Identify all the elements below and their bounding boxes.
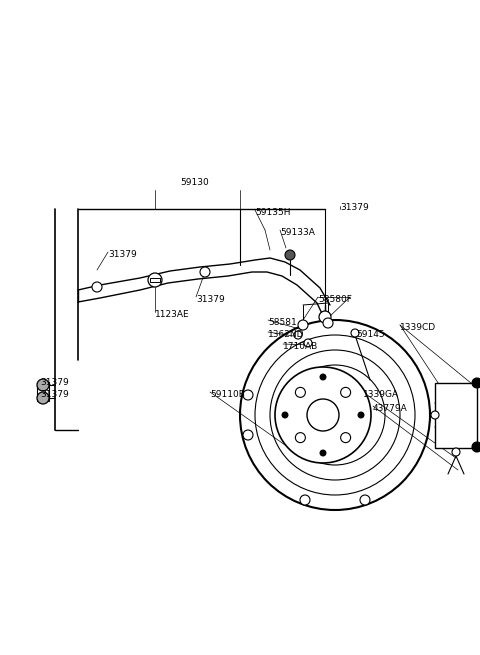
Circle shape	[323, 318, 333, 328]
Text: 31379: 31379	[108, 250, 137, 259]
Circle shape	[358, 412, 364, 418]
Circle shape	[319, 311, 331, 323]
Bar	[37, 382, 49, 401]
Circle shape	[285, 250, 295, 260]
Circle shape	[37, 379, 49, 391]
Circle shape	[240, 320, 430, 510]
Circle shape	[92, 282, 102, 292]
Circle shape	[275, 367, 371, 463]
Text: 1362ND: 1362ND	[268, 330, 304, 339]
Text: 1339CD: 1339CD	[400, 323, 436, 332]
Text: 59133A: 59133A	[280, 228, 315, 237]
Circle shape	[452, 448, 460, 456]
Text: 59145: 59145	[356, 330, 384, 339]
Text: 31379: 31379	[40, 378, 69, 387]
Circle shape	[37, 392, 49, 404]
Text: 59110B: 59110B	[210, 390, 245, 399]
Text: 43779A: 43779A	[373, 404, 408, 413]
Circle shape	[472, 378, 480, 388]
Text: 58581: 58581	[268, 318, 297, 327]
Circle shape	[351, 329, 359, 337]
Bar	[435, 383, 477, 448]
Text: 1123AE: 1123AE	[155, 310, 190, 319]
Circle shape	[200, 267, 210, 277]
Text: 59135H: 59135H	[255, 208, 290, 217]
Text: 1710AB: 1710AB	[283, 342, 318, 351]
Circle shape	[148, 273, 162, 287]
Text: 31379: 31379	[196, 295, 225, 304]
Circle shape	[294, 331, 302, 339]
Circle shape	[304, 339, 312, 347]
Circle shape	[295, 432, 305, 443]
Circle shape	[472, 442, 480, 452]
Circle shape	[341, 432, 350, 443]
Text: 31379: 31379	[340, 203, 369, 212]
Circle shape	[243, 390, 253, 400]
Circle shape	[298, 320, 308, 330]
Circle shape	[320, 374, 326, 380]
Circle shape	[307, 399, 339, 431]
Circle shape	[300, 495, 310, 505]
Circle shape	[360, 495, 370, 505]
Bar	[150, 278, 160, 282]
Circle shape	[295, 387, 305, 398]
Circle shape	[341, 387, 350, 398]
Circle shape	[320, 450, 326, 456]
Circle shape	[243, 430, 253, 440]
Text: 59130: 59130	[180, 178, 209, 187]
Text: 58580F: 58580F	[318, 295, 352, 304]
Text: 1339GA: 1339GA	[363, 390, 399, 399]
Circle shape	[431, 411, 439, 419]
Text: 31379: 31379	[40, 390, 69, 399]
Circle shape	[282, 412, 288, 418]
